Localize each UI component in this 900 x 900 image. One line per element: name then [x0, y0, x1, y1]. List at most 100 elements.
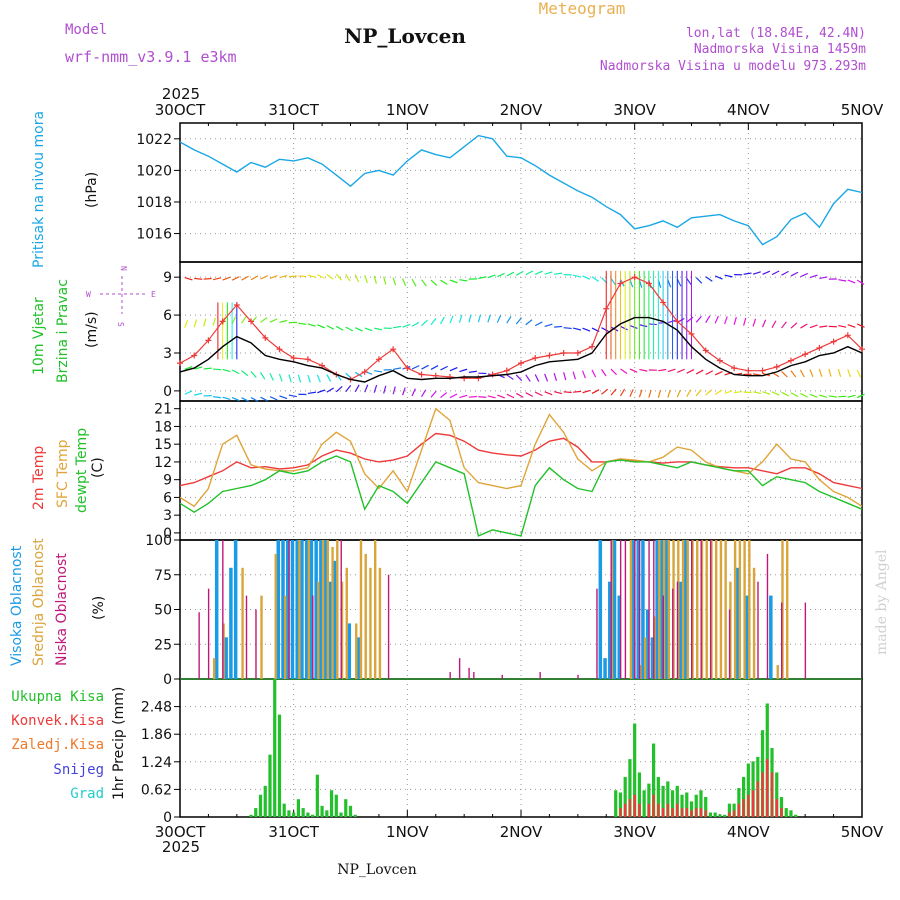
wind-direction-arrow [686, 316, 694, 323]
mid-cloud-bar [662, 540, 666, 679]
wind-direction-arrow [193, 319, 198, 328]
wind-direction-arrow [743, 272, 752, 275]
y-tick-label: 1022 [136, 132, 172, 148]
wind-direction-arrow [809, 393, 818, 398]
wind-direction-arrow [667, 389, 671, 398]
wind-direction-arrow [856, 369, 862, 378]
total-precip-bar [268, 754, 272, 817]
mid-cloud-bar [364, 553, 367, 679]
mid-cloud-bar [241, 567, 244, 679]
wind-direction-arrow [554, 325, 563, 328]
low-cloud-bar [596, 588, 598, 679]
convective-precip-bar [680, 808, 684, 817]
x-tick-label-top: 1NOV [386, 101, 429, 119]
wind-direction-arrow [847, 324, 856, 328]
mid-cloud-bar [733, 540, 737, 679]
gust-marker [461, 375, 468, 382]
wind-direction-arrow [752, 373, 762, 376]
mid-cloud-bar [696, 540, 699, 679]
compass-south: S [116, 322, 125, 327]
wind-direction-arrow [269, 274, 278, 279]
wind-direction-arrow [421, 279, 427, 287]
wind-direction-arrow [790, 392, 799, 398]
wind-direction-arrow [203, 318, 207, 327]
wind-direction-arrow [534, 321, 543, 327]
mid-cloud-bar [658, 540, 661, 679]
temp-dewpoint-line [179, 455, 863, 537]
gust-marker [603, 305, 610, 312]
y-tick-label: 100 [145, 533, 172, 549]
wind-direction-arrow [487, 314, 492, 323]
total-precip-bar [751, 761, 755, 817]
wind-direction-arrow [857, 393, 865, 399]
wind-name1: 10m Vjetar [31, 297, 47, 375]
compass-west: W [86, 290, 91, 299]
wind-name2: Brzina i Pravac [55, 279, 71, 383]
high-cloud-bar [276, 540, 281, 679]
gust-marker [375, 356, 382, 363]
wind-direction-arrow [241, 370, 249, 377]
y-tick-label: 6 [163, 490, 172, 506]
gust-marker [191, 352, 198, 359]
wind-direction-arrow [705, 370, 714, 376]
y-tick-label: 25 [154, 637, 172, 653]
wind-direction-arrow [648, 389, 652, 398]
wind-direction-arrow [544, 323, 553, 328]
wind-direction-arrow [269, 372, 274, 381]
wind-direction-arrow [478, 396, 487, 398]
wind-direction-arrow [809, 324, 818, 329]
mid-cloud-bar [307, 540, 311, 679]
y-tick-label: 3 [163, 346, 172, 362]
low-cloud-bar [766, 553, 769, 679]
wind-direction-arrow [554, 391, 563, 395]
wind-direction-arrow [288, 374, 292, 383]
y-tick-label: 0 [163, 672, 172, 688]
temp-sfc-line [179, 407, 863, 508]
high-cloud-bar [608, 581, 612, 679]
wind-direction-arrow [667, 319, 676, 324]
mid-cloud-bar [643, 637, 647, 679]
wind-direction-arrow [525, 392, 534, 398]
low-cloud-bar [638, 540, 641, 679]
coordinates: lon,lat (18.84E, 42.4N) [686, 26, 866, 41]
mid-cloud-bar [359, 540, 363, 679]
gust-marker [660, 299, 667, 306]
gust-marker [745, 367, 752, 374]
total-precip-bar [661, 785, 665, 817]
wind-direction-arrow [402, 387, 406, 396]
wind-direction-arrow [345, 384, 352, 393]
y-tick-label: 2.48 [141, 700, 172, 716]
wind-direction-arrow [648, 323, 657, 326]
wind-direction-arrow [724, 390, 733, 394]
convective-precip-bar [704, 810, 707, 817]
total-precip-bar [737, 788, 741, 817]
convective-precip-bar [756, 781, 760, 817]
wind-direction-arrow [629, 325, 638, 329]
wind-direction-arrow [601, 388, 609, 395]
total-precip-bar [348, 805, 353, 817]
wind-direction-arrow [203, 367, 212, 370]
wind-direction-arrow [534, 374, 540, 382]
mid-cloud-bar [724, 540, 727, 679]
wind-direction-arrow [582, 389, 591, 394]
x-tick-label-top: 5NOV [841, 101, 884, 119]
wind-direction-arrow [638, 389, 643, 398]
high-cloud-bar [285, 540, 290, 679]
wind-direction-arrow [269, 396, 278, 401]
convective-precip-bar [619, 808, 622, 817]
y-tick-label: 6 [163, 308, 172, 324]
total-precip-bar [680, 794, 684, 817]
gust-marker [475, 375, 482, 382]
gust-marker [262, 334, 269, 341]
low-cloud-bar [662, 595, 664, 679]
wind-direction-arrow [714, 275, 723, 280]
wind-direction-arrow [317, 274, 325, 279]
wind-direction-arrow [771, 320, 777, 329]
gust-marker [773, 363, 780, 370]
wind-direction-arrow [724, 316, 728, 325]
convective-precip-bar [747, 794, 750, 817]
gust-marker [219, 318, 226, 325]
wind-direction-arrow [250, 371, 257, 378]
wind-direction-arrow [620, 325, 628, 331]
y-tick-label: 15 [154, 437, 172, 453]
